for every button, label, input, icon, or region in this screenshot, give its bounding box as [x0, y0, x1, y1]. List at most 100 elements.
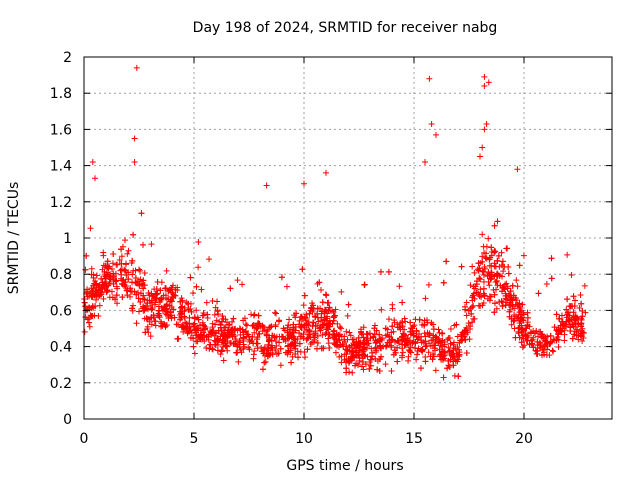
data-point [136, 308, 143, 315]
data-point [438, 330, 445, 337]
data-point [405, 357, 412, 364]
data-point [311, 336, 318, 343]
data-point [498, 298, 505, 305]
data-point [515, 328, 522, 335]
data-point [284, 283, 291, 290]
data-point [440, 374, 447, 381]
data-point [479, 144, 486, 151]
data-point [346, 343, 353, 350]
data-point [360, 366, 367, 373]
data-point [399, 349, 406, 356]
data-point [119, 294, 126, 301]
data-point [366, 365, 373, 372]
data-point [113, 277, 120, 284]
data-point [503, 296, 510, 303]
data-point [136, 266, 143, 273]
data-point [113, 283, 120, 290]
data-point [82, 303, 89, 310]
data-point [445, 357, 452, 364]
data-point [226, 322, 233, 329]
data-point [326, 304, 333, 311]
data-point [513, 277, 520, 284]
data-point [448, 351, 455, 358]
x-tick-label: 5 [190, 431, 199, 447]
data-point [469, 304, 476, 311]
data-point [536, 339, 543, 346]
data-point [191, 350, 198, 357]
data-point [212, 338, 219, 345]
data-point [93, 272, 100, 279]
data-point [237, 331, 244, 338]
x-tick-label: 0 [80, 431, 89, 447]
data-point [141, 282, 148, 289]
data-point [396, 324, 403, 331]
data-point [361, 281, 368, 288]
data-point [450, 362, 457, 369]
data-point [398, 352, 405, 359]
data-point [206, 345, 213, 352]
data-point [163, 311, 170, 318]
data-point [413, 327, 420, 334]
data-point [535, 290, 542, 297]
data-point [248, 311, 255, 318]
data-point [240, 317, 247, 324]
data-point [208, 331, 215, 338]
data-point [516, 262, 523, 269]
data-point [390, 328, 397, 335]
data-point [86, 319, 93, 326]
data-point [395, 337, 402, 344]
data-point [549, 347, 556, 354]
data-point [550, 348, 557, 355]
data-point [239, 281, 246, 288]
data-point [415, 335, 422, 342]
data-point [416, 316, 423, 323]
data-point [477, 276, 484, 283]
data-point [120, 276, 127, 283]
data-point [319, 331, 326, 338]
data-point [225, 327, 232, 334]
data-point [220, 337, 227, 344]
data-point [410, 330, 417, 337]
data-point [232, 325, 239, 332]
data-point [219, 312, 226, 319]
data-point [314, 333, 321, 340]
data-point [467, 326, 474, 333]
data-point [548, 255, 555, 262]
data-point [538, 331, 545, 338]
data-point [365, 340, 372, 347]
data-point [260, 323, 267, 330]
data-point [133, 320, 140, 327]
data-point [110, 274, 117, 281]
data-point [318, 345, 325, 352]
data-point [164, 309, 171, 316]
data-point [488, 262, 495, 269]
data-point [193, 283, 200, 290]
data-point [462, 327, 469, 334]
data-point [317, 287, 324, 294]
data-point [344, 347, 351, 354]
data-point [524, 321, 531, 328]
data-point [90, 285, 97, 292]
data-point [570, 293, 577, 300]
data-point [488, 269, 495, 276]
data-point [118, 271, 125, 278]
data-point [203, 299, 210, 306]
data-point [569, 335, 576, 342]
data-point [581, 282, 588, 289]
data-point [534, 351, 541, 358]
data-point [110, 281, 117, 288]
data-point [193, 307, 200, 314]
data-point [157, 287, 164, 294]
data-point [456, 339, 463, 346]
data-point [154, 312, 161, 319]
data-point [475, 260, 482, 267]
data-point [329, 320, 336, 327]
data-point [349, 336, 356, 343]
data-point [352, 362, 359, 369]
data-point [443, 258, 450, 265]
data-point [122, 261, 129, 268]
data-point [357, 339, 364, 346]
data-point [356, 357, 363, 364]
data-point [308, 304, 315, 311]
data-point [178, 304, 185, 311]
